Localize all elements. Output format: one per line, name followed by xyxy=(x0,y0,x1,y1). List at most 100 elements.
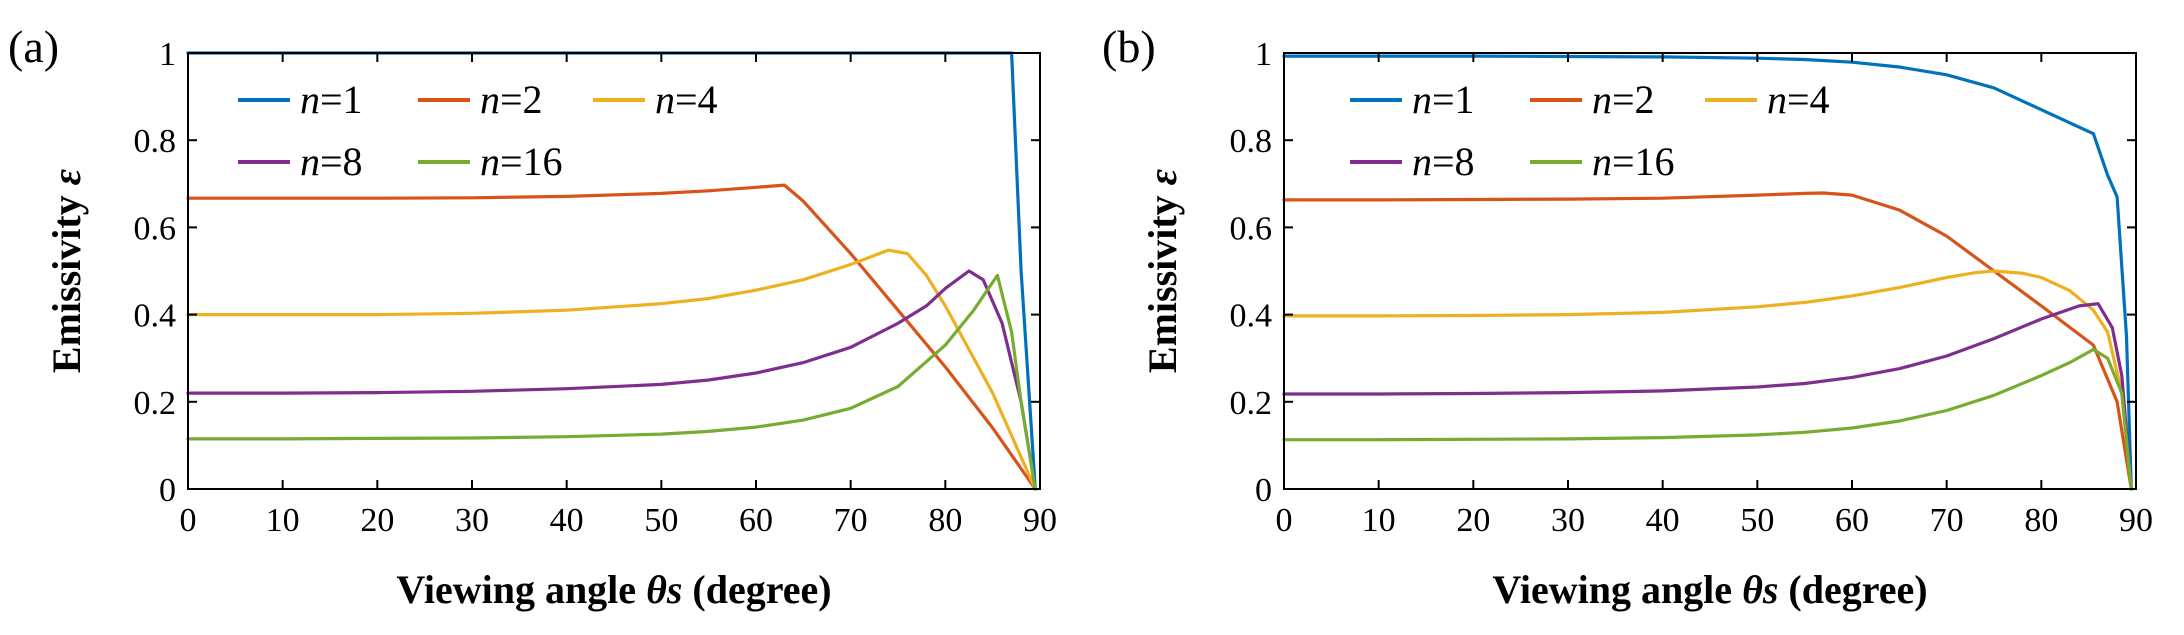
legend-label-eq: =8 xyxy=(320,139,363,184)
chart-panel-b: (b) 0 10 20 30 40 50 60 70 80 90 0 0.2 0.4 0.6 0.8 1 View… xyxy=(1102,21,2153,612)
x-axis-title: Viewing angle θs (degree) xyxy=(1492,567,1927,612)
legend-label-eq: =1 xyxy=(320,77,363,122)
legend-label-var: n xyxy=(480,139,500,184)
legend-label-var: n xyxy=(1412,139,1432,184)
x-axis-title: Viewing angle θs (degree) xyxy=(396,567,831,612)
y-tick-label: 0 xyxy=(159,472,176,509)
y-axis-title: Emissivity ε xyxy=(1140,168,1185,373)
y-axis-title-prefix: Emissivity xyxy=(1140,185,1185,373)
series-line-n-1 xyxy=(1282,54,2133,491)
x-axis-title-symbol: θs xyxy=(1742,567,1778,612)
legend-label-var: n xyxy=(1412,77,1432,122)
legend-label-eq: =2 xyxy=(1612,77,1655,122)
x-tick-label: 70 xyxy=(834,502,868,539)
x-tick-label: 90 xyxy=(2119,502,2153,539)
series-line-n-4 xyxy=(186,248,1037,491)
legend-label-var: n xyxy=(1767,77,1787,122)
y-tick-label: 0.4 xyxy=(1230,298,1273,335)
series-group xyxy=(1282,54,2133,491)
series-line-n-4 xyxy=(1282,269,2133,491)
y-tick-label: 0.8 xyxy=(134,123,177,160)
legend-label: n=16 xyxy=(1592,139,1675,184)
y-tick-label: 1 xyxy=(1255,36,1272,73)
panel-label: (b) xyxy=(1102,21,1156,72)
x-axis-title-suffix: (degree) xyxy=(682,567,831,612)
y-tick-label: 0.8 xyxy=(1230,123,1273,160)
legend-label-var: n xyxy=(1592,139,1612,184)
legend-label-eq: =4 xyxy=(675,77,718,122)
x-tick-label: 50 xyxy=(644,502,678,539)
legend-label: n=8 xyxy=(1412,139,1475,184)
panel-label: (a) xyxy=(8,21,59,72)
legend-label: n=4 xyxy=(655,77,718,122)
axes-frame xyxy=(187,52,1041,490)
legend-item-n-8: n=8 xyxy=(1350,139,1475,184)
legend-label-eq: =2 xyxy=(500,77,543,122)
x-tick-label: 30 xyxy=(1551,502,1585,539)
series-line-n-8 xyxy=(1282,302,2133,491)
legend-label-var: n xyxy=(300,77,320,122)
legend-item-n-16: n=16 xyxy=(1530,139,1675,184)
legend-label-eq: =8 xyxy=(1432,139,1475,184)
y-axis-title-prefix: Emissivity xyxy=(44,185,89,373)
legend-label: n=8 xyxy=(300,139,363,184)
chart-panel-a: (a) 0 10 20 30 40 50 60 70 80 90 0 0.2 0.4 0.6 0.8 1 View… xyxy=(8,21,1057,612)
x-tick-label: 20 xyxy=(1456,502,1490,539)
x-axis-title-symbol: θs xyxy=(646,567,682,612)
y-tick-label: 1 xyxy=(159,36,176,73)
legend-label: n=2 xyxy=(1592,77,1655,122)
legend-label-eq: =16 xyxy=(500,139,563,184)
legend-item-n-1: n=1 xyxy=(1350,77,1475,122)
x-tick-label: 40 xyxy=(550,502,584,539)
x-tick-label: 20 xyxy=(360,502,394,539)
x-tick-label: 80 xyxy=(928,502,962,539)
x-tick-label: 50 xyxy=(1740,502,1774,539)
x-tick-label: 40 xyxy=(1646,502,1680,539)
legend-label-var: n xyxy=(1592,77,1612,122)
y-tick-label: 0.4 xyxy=(134,298,177,335)
legend-item-n-1: n=1 xyxy=(238,77,363,122)
legend-label: n=2 xyxy=(480,77,543,122)
x-tick-label: 60 xyxy=(1835,502,1869,539)
legend-label: n=16 xyxy=(480,139,563,184)
x-axis-title-prefix: Viewing angle xyxy=(1492,567,1742,612)
y-tick-label: 0 xyxy=(1255,472,1272,509)
x-axis-title-suffix: (degree) xyxy=(1778,567,1927,612)
legend-item-n-4: n=4 xyxy=(593,77,718,122)
legend: n=1 n=2 n=4n=8 n=16 xyxy=(238,77,718,184)
x-tick-label: 90 xyxy=(1023,502,1057,539)
x-tick-label: 0 xyxy=(180,502,197,539)
y-tick-label: 0.2 xyxy=(1230,385,1273,422)
y-axis-title-symbol: ε xyxy=(44,168,89,185)
legend-item-n-4: n=4 xyxy=(1705,77,1830,122)
legend-label: n=1 xyxy=(1412,77,1475,122)
legend-label-var: n xyxy=(655,77,675,122)
x-tick-label: 30 xyxy=(455,502,489,539)
y-axis-title: Emissivity ε xyxy=(44,168,89,373)
legend-label: n=1 xyxy=(300,77,363,122)
y-tick-label: 0.6 xyxy=(1230,210,1273,247)
legend-item-n-8: n=8 xyxy=(238,139,363,184)
x-tick-label: 0 xyxy=(1276,502,1293,539)
legend: n=1 n=2 n=4n=8 n=16 xyxy=(1350,77,1830,184)
legend-label-var: n xyxy=(480,77,500,122)
series-line-n-8 xyxy=(186,269,1037,491)
legend-item-n-16: n=16 xyxy=(418,139,563,184)
x-axis-title-prefix: Viewing angle xyxy=(396,567,646,612)
axes-frame xyxy=(1283,52,2137,490)
series-line-n-16 xyxy=(186,273,1037,491)
y-axis-title-symbol: ε xyxy=(1140,168,1185,185)
x-tick-label: 10 xyxy=(266,502,300,539)
x-tick-label: 10 xyxy=(1362,502,1396,539)
series-line-n-16 xyxy=(1282,347,2133,491)
y-tick-label: 0.6 xyxy=(134,210,177,247)
legend-label-var: n xyxy=(300,139,320,184)
legend-item-n-2: n=2 xyxy=(1530,77,1655,122)
legend-label-eq: =1 xyxy=(1432,77,1475,122)
x-tick-label: 60 xyxy=(739,502,773,539)
legend-label: n=4 xyxy=(1767,77,1830,122)
series-line-n-2 xyxy=(186,183,1037,491)
x-tick-label: 80 xyxy=(2024,502,2058,539)
y-tick-label: 0.2 xyxy=(134,385,177,422)
